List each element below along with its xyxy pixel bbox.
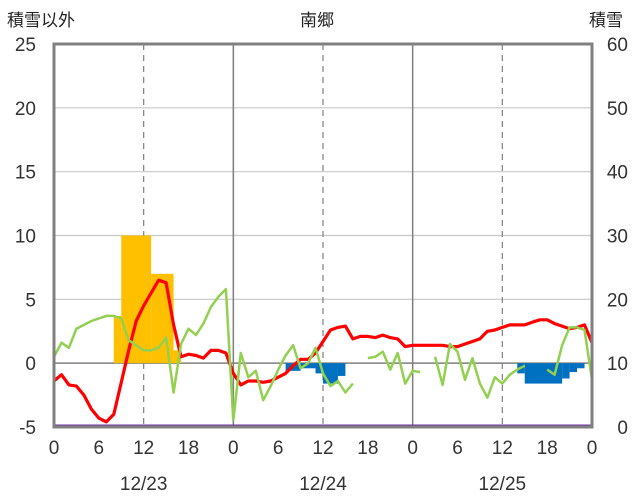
left-tick-label: 15	[15, 163, 36, 184]
series-line-green	[232, 344, 354, 421]
left-tick-label: 0	[25, 354, 36, 375]
right-tick-label: 30	[607, 227, 628, 248]
right-tick-label: 20	[607, 290, 628, 311]
x-tick-label: 18	[178, 438, 199, 459]
x-tick-label: 18	[537, 438, 558, 459]
precip-bar	[569, 363, 578, 373]
precip-bar	[337, 363, 346, 376]
right-axis-label: 積雪	[589, 11, 623, 31]
x-tick-label: 0	[228, 438, 239, 459]
right-tick-label: 50	[607, 99, 628, 120]
left-tick-label: -5	[19, 418, 36, 439]
x-tick-label: 12	[312, 438, 333, 459]
x-tick-label: 0	[587, 438, 598, 459]
x-tick-label: 0	[49, 438, 60, 459]
x-tick-label: 18	[357, 438, 378, 459]
x-tick-label: 6	[452, 438, 463, 459]
series-line-green	[367, 350, 421, 385]
right-tick-label: 0	[617, 418, 628, 439]
bars	[113, 235, 585, 384]
date-label: 12/23	[120, 474, 168, 495]
right-tick-label: 10	[607, 354, 628, 375]
snowfall-bar	[113, 315, 122, 364]
x-tick-label: 0	[407, 438, 418, 459]
date-label: 12/24	[299, 474, 347, 495]
x-tick-label: 6	[273, 438, 284, 459]
right-tick-label: 60	[607, 35, 628, 56]
plot-border	[52, 42, 594, 429]
plot-frame	[52, 42, 594, 429]
precip-bar	[300, 363, 316, 369]
right-tick-label: 40	[607, 163, 628, 184]
snowfall-bar	[173, 350, 182, 364]
left-tick-label: 10	[15, 227, 36, 248]
left-axis-label: 積雪以外	[7, 11, 75, 31]
precip-bar	[323, 363, 338, 384]
precip-bar	[315, 363, 323, 374]
left-tick-label: 20	[15, 99, 36, 120]
precip-bar	[577, 363, 585, 369]
x-tick-label: 12	[492, 438, 513, 459]
chart-title: 南郷	[300, 11, 334, 31]
series-line-green	[433, 326, 594, 399]
series-line-red	[52, 278, 594, 424]
x-tick-label: 12	[133, 438, 154, 459]
precip-bar	[562, 363, 570, 379]
x-tick-label: 6	[94, 438, 105, 459]
date-label: 12/25	[479, 474, 527, 495]
series-line-green	[52, 287, 235, 421]
precip-bar	[524, 363, 563, 384]
left-tick-label: 5	[25, 290, 36, 311]
left-tick-label: 25	[15, 35, 36, 56]
